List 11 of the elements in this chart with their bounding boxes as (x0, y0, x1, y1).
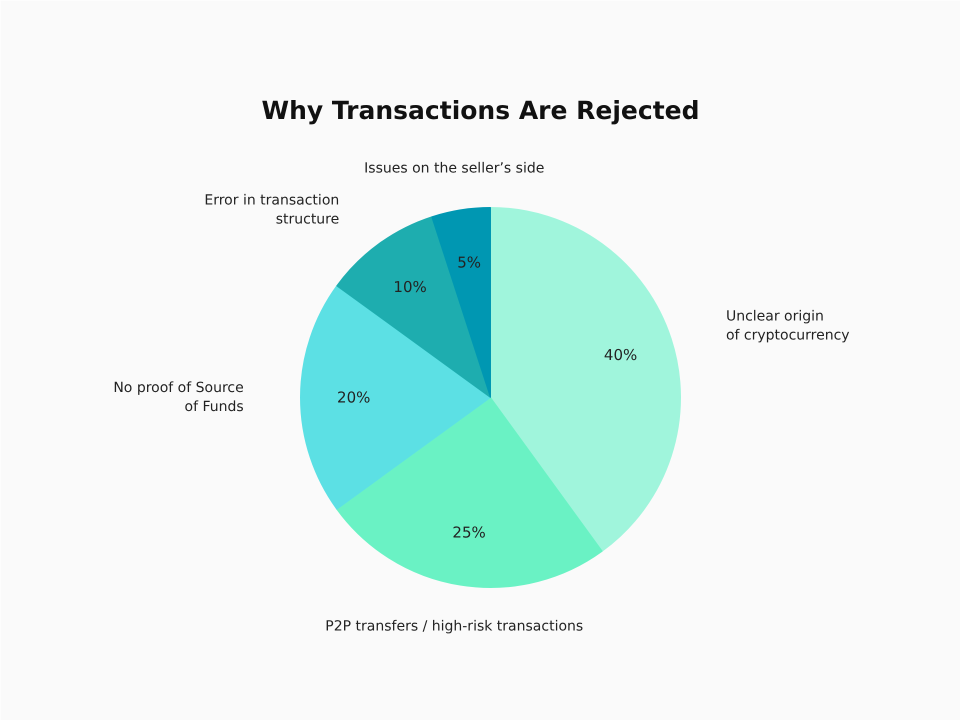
data-label: 25% (452, 524, 486, 542)
slice-label: Error in transaction structure (204, 192, 340, 228)
data-label: 40% (604, 346, 638, 364)
slice-label: Unclear origin of cryptocurrency (726, 308, 850, 344)
slice-label: No proof of Source of Funds (113, 380, 244, 416)
data-label: 10% (393, 278, 427, 296)
data-label: 5% (457, 253, 481, 272)
slice-label: P2P transfers / high-risk transactions (325, 618, 584, 634)
slice-label: Issues on the seller’s side (364, 160, 544, 177)
data-label: 20% (337, 388, 370, 406)
chart-title: Why Transactions Are Rejected (261, 96, 700, 125)
